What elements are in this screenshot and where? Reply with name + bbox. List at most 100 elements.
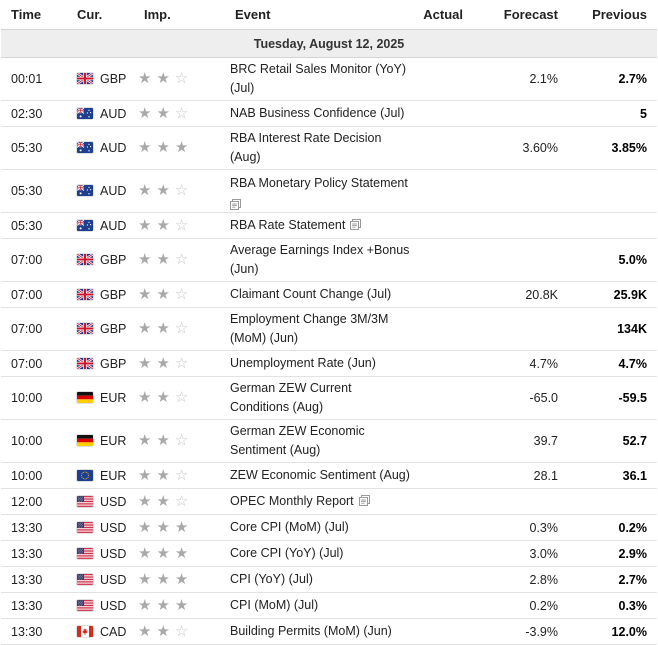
star-filled-icon: ★ [156, 216, 170, 234]
table-row[interactable]: 13:30 USD ★ ★ ★ Core CPI (YoY) (Jul) 3.0% 2.9% [1, 540, 657, 567]
event-name[interactable]: NAB Business Confidence (Jul) [225, 100, 412, 127]
event-currency: USD [67, 488, 134, 515]
event-name[interactable]: Unemployment Rate (Jun) [225, 350, 412, 377]
star-filled-icon: ★ [138, 70, 152, 87]
event-importance: ★ ★ ★ [134, 514, 225, 541]
star-filled-icon: ★ [156, 622, 170, 640]
event-importance: ★ ★ ☆ [134, 57, 225, 101]
currency-code: GBP [100, 356, 127, 371]
event-title[interactable]: OPEC Monthly Report [230, 494, 354, 508]
event-name[interactable]: RBA Interest Rate Decision (Aug) [225, 126, 412, 170]
header-forecast[interactable]: Forecast [473, 0, 568, 30]
usa-flag-icon [77, 573, 93, 585]
document-icon[interactable] [230, 197, 241, 210]
event-name[interactable]: CPI (YoY) (Jul) [225, 566, 412, 593]
event-name[interactable]: Core CPI (MoM) (Jul) [225, 514, 412, 541]
table-row[interactable]: 10:00 EUR ★ ★ ☆ German ZEW Current Conditions … [1, 376, 657, 420]
event-title[interactable]: RBA Rate Statement [230, 218, 346, 232]
table-row[interactable]: 10:00 EUR ★ ★ ☆ German ZEW Economic Sentiment … [1, 419, 657, 463]
header-importance[interactable]: Imp. [134, 0, 225, 30]
currency-code: USD [100, 520, 127, 535]
event-name[interactable]: Employment Change 3M/3M (MoM) (Jun) [225, 307, 412, 351]
event-name[interactable]: Building Permits (MoM) (Jun) [225, 618, 412, 645]
event-name[interactable]: RBA Monetary Policy Statement [225, 169, 412, 213]
event-time: 07:00 [1, 281, 67, 308]
event-title[interactable]: German ZEW Economic Sentiment (Aug) [230, 424, 365, 457]
star-empty-icon: ☆ [174, 182, 189, 199]
event-name[interactable]: RBA Rate Statement [225, 212, 412, 239]
event-name[interactable]: Average Earnings Index +Bonus (Jun) [225, 238, 412, 282]
event-forecast: 3.0% [473, 540, 568, 567]
document-icon[interactable] [350, 217, 362, 230]
event-title[interactable]: CPI (YoY) (Jul) [230, 572, 313, 586]
star-filled-icon: ★ [138, 596, 152, 614]
event-actual [412, 462, 473, 489]
event-actual [412, 540, 473, 567]
table-row[interactable]: 13:30 USD ★ ★ ★ Core CPI (MoM) (Jul) 0.3% 0.2% [1, 514, 657, 541]
table-row[interactable]: 02:30 AUD ★ ★ ☆ NAB Business Confidence (Jul)… [1, 100, 657, 127]
event-title[interactable]: BRC Retail Sales Monitor (YoY) (Jul) [230, 62, 406, 95]
event-time: 13:30 [1, 540, 67, 567]
star-empty-icon: ☆ [174, 622, 189, 640]
event-name[interactable]: Core CPI (YoY) (Jul) [225, 540, 412, 567]
event-name[interactable]: CPI (MoM) (Jul) [225, 592, 412, 619]
table-row[interactable]: 12:00 USD ★ ★ ☆ OPEC Monthly Report [1, 488, 657, 515]
event-title[interactable]: Employment Change 3M/3M (MoM) (Jun) [230, 312, 389, 345]
table-row[interactable]: 07:00 GBP ★ ★ ☆ Average Earnings Index +Bonus… [1, 238, 657, 282]
event-name[interactable]: ZEW Economic Sentiment (Aug) [225, 462, 412, 489]
event-title[interactable]: Average Earnings Index +Bonus (Jun) [230, 243, 410, 276]
event-name[interactable]: German ZEW Economic Sentiment (Aug) [225, 419, 412, 463]
currency-code: AUD [100, 141, 127, 155]
table-row[interactable]: 05:30 AUD ★ ★ ★ RBA Interest Rate Decision (Au… [1, 126, 657, 170]
star-filled-icon: ★ [138, 104, 152, 122]
event-title[interactable]: Unemployment Rate (Jun) [230, 356, 376, 370]
event-name[interactable]: German ZEW Current Conditions (Aug) [225, 376, 412, 420]
event-title[interactable]: RBA Monetary Policy Statement [230, 176, 408, 190]
table-row[interactable]: 13:30 USD ★ ★ ★ CPI (MoM) (Jul) 0.2% 0.3% [1, 592, 657, 619]
event-name[interactable]: OPEC Monthly Report [225, 488, 412, 515]
star-empty-icon: ☆ [174, 320, 189, 337]
star-filled-icon: ★ [138, 182, 152, 199]
event-importance: ★ ★ ☆ [134, 100, 225, 127]
event-time: 13:30 [1, 566, 67, 593]
event-currency: AUD [67, 212, 134, 239]
event-previous: 25.9K [568, 281, 657, 308]
table-row[interactable]: 05:30 AUD ★ ★ ☆ RBA Monetary Policy Statement [1, 169, 657, 213]
event-title[interactable]: NAB Business Confidence (Jul) [230, 106, 405, 120]
event-importance: ★ ★ ☆ [134, 462, 225, 489]
header-previous[interactable]: Previous [568, 0, 657, 30]
table-row[interactable]: 10:00 EUR ★ ★ ☆ ZEW Economic Sentiment (Aug) 2… [1, 462, 657, 489]
event-actual [412, 592, 473, 619]
header-currency[interactable]: Cur. [67, 0, 134, 30]
event-title[interactable]: CPI (MoM) (Jul) [230, 598, 319, 612]
table-row[interactable]: 13:30 USD ★ ★ ★ CPI (YoY) (Jul) 2.8% 2.7% [1, 566, 657, 593]
event-title[interactable]: Claimant Count Change (Jul) [230, 287, 392, 301]
star-filled-icon: ★ [174, 518, 189, 536]
table-row[interactable]: 00:01 GBP ★ ★ ☆ BRC Retail Sales Monitor (YoY… [1, 57, 657, 101]
star-empty-icon: ☆ [174, 104, 189, 122]
currency-code: USD [100, 572, 127, 587]
table-row[interactable]: 05:30 AUD ★ ★ ☆ RBA Rate Statement [1, 212, 657, 239]
header-actual[interactable]: Actual [412, 0, 473, 30]
table-row[interactable]: 07:00 GBP ★ ★ ☆ Claimant Count Change (Jul) 20… [1, 281, 657, 308]
uk-flag-icon [77, 73, 93, 84]
table-row[interactable]: 07:00 GBP ★ ★ ☆ Employment Change 3M/3M (MoM) … [1, 307, 657, 351]
star-filled-icon: ★ [138, 389, 152, 406]
event-title[interactable]: RBA Interest Rate Decision (Aug) [230, 131, 382, 164]
table-row[interactable]: 07:00 GBP ★ ★ ☆ Unemployment Rate (Jun) 4.7% 4.… [1, 350, 657, 377]
uk-flag-icon [77, 254, 93, 265]
event-title[interactable]: German ZEW Current Conditions (Aug) [230, 381, 352, 414]
event-title[interactable]: Core CPI (MoM) (Jul) [230, 520, 349, 534]
table-row[interactable]: 13:30 CAD ★ ★ ☆ Building Permits (MoM) (Jun) -… [1, 618, 657, 645]
event-title[interactable]: Core CPI (YoY) (Jul) [230, 546, 344, 560]
document-icon[interactable] [358, 493, 370, 506]
canada-flag-icon [77, 625, 93, 637]
star-empty-icon: ☆ [174, 354, 189, 372]
header-event[interactable]: Event [225, 0, 412, 30]
event-title[interactable]: ZEW Economic Sentiment (Aug) [230, 468, 410, 482]
event-name[interactable]: BRC Retail Sales Monitor (YoY) (Jul) [225, 57, 412, 101]
event-title[interactable]: Building Permits (MoM) (Jun) [230, 624, 392, 638]
header-time[interactable]: Time [1, 0, 67, 30]
event-name[interactable]: Claimant Count Change (Jul) [225, 281, 412, 308]
event-importance: ★ ★ ★ [134, 566, 225, 593]
